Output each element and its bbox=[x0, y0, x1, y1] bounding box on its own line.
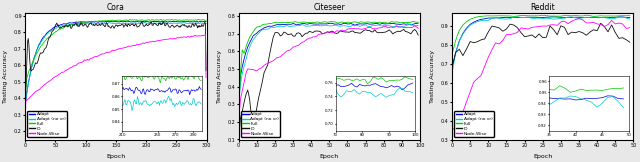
Title: Reddit: Reddit bbox=[531, 3, 555, 12]
Title: Citeseer: Citeseer bbox=[314, 3, 345, 12]
Legend: Adapt, Adapt (no vr), Full, ID, Node-Wise: Adapt, Adapt (no vr), Full, ID, Node-Wis… bbox=[454, 111, 493, 137]
Legend: Adapt, Adapt (no vr), Full, ID, Node-Wise: Adapt, Adapt (no vr), Full, ID, Node-Wis… bbox=[241, 111, 280, 137]
Title: Cora: Cora bbox=[107, 3, 125, 12]
X-axis label: Epoch: Epoch bbox=[106, 154, 125, 159]
X-axis label: Epoch: Epoch bbox=[320, 154, 339, 159]
Y-axis label: Testing Accuracy: Testing Accuracy bbox=[3, 49, 8, 103]
Y-axis label: Testing Accuracy: Testing Accuracy bbox=[217, 49, 222, 103]
Y-axis label: Testing Accuracy: Testing Accuracy bbox=[430, 49, 435, 103]
X-axis label: Epoch: Epoch bbox=[533, 154, 552, 159]
Legend: Adapt, Adapt (no vr), Full, ID, Node-Wise: Adapt, Adapt (no vr), Full, ID, Node-Wis… bbox=[28, 111, 67, 137]
